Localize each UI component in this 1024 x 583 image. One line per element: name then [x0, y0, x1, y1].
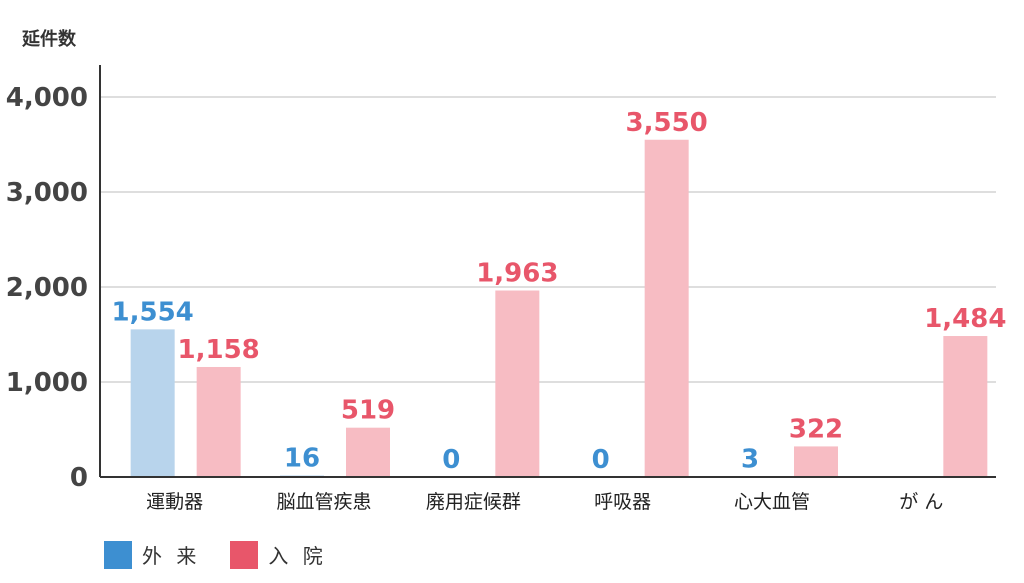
bar	[943, 336, 988, 477]
legend-label-inpatient: 入 院	[268, 544, 327, 568]
x-tick-labels: 運動器 脳血管疾患 廃用症候群 呼吸器 心大血管 が ん	[146, 491, 943, 513]
legend: 外 来 入 院	[104, 540, 327, 569]
legend-swatch-outpatient	[104, 540, 132, 569]
data-label: 322	[789, 414, 843, 444]
bars	[130, 139, 988, 477]
y-axis-title: 延件数	[21, 28, 77, 50]
bar	[196, 366, 241, 477]
x-tick-label: 脳血管疾患	[276, 491, 371, 513]
data-label: 519	[341, 396, 395, 426]
x-tick-label: 呼吸器	[594, 491, 651, 513]
gridlines	[100, 96, 996, 383]
bar	[495, 290, 540, 477]
y-tick-label: 2,000	[6, 273, 88, 303]
data-label: 1,158	[178, 335, 260, 365]
legend-label-outpatient: 外 来	[142, 544, 201, 568]
bar-chart: 延件数 0 1,000 2,000 3,000 4,000 1,554 1,158 16 51…	[6, 28, 1007, 513]
legend-item-inpatient: 入 院	[230, 540, 326, 569]
x-tick-label: 心大血管	[734, 491, 810, 513]
legend-swatch-inpatient	[230, 540, 259, 569]
x-tick-label: 運動器	[146, 491, 203, 513]
legend-item-outpatient: 外 来	[104, 540, 200, 569]
data-label: 1,484	[924, 304, 1006, 334]
data-label: 3,550	[626, 108, 708, 138]
data-label: 1,963	[476, 259, 558, 289]
y-tick-label: 0	[70, 463, 88, 493]
x-tick-label: が ん	[899, 491, 943, 513]
data-label: 1,554	[112, 297, 194, 327]
bar	[794, 446, 838, 477]
bar	[130, 329, 175, 477]
data-label: 16	[284, 443, 320, 473]
y-tick-label: 1,000	[6, 368, 88, 398]
data-label: 0	[592, 445, 610, 475]
data-label: 3	[741, 445, 759, 475]
data-label: 0	[442, 445, 460, 475]
bar	[346, 427, 390, 477]
bar	[644, 139, 689, 477]
y-tick-label: 3,000	[6, 178, 88, 208]
x-tick-label: 廃用症候群	[426, 491, 521, 513]
y-tick-label: 4,000	[6, 83, 88, 113]
y-tick-labels: 0 1,000 2,000 3,000 4,000	[6, 83, 88, 493]
data-labels: 1,554 1,158 16 519 0 1,963 0 3,550 3 322 1,484	[112, 108, 1007, 475]
